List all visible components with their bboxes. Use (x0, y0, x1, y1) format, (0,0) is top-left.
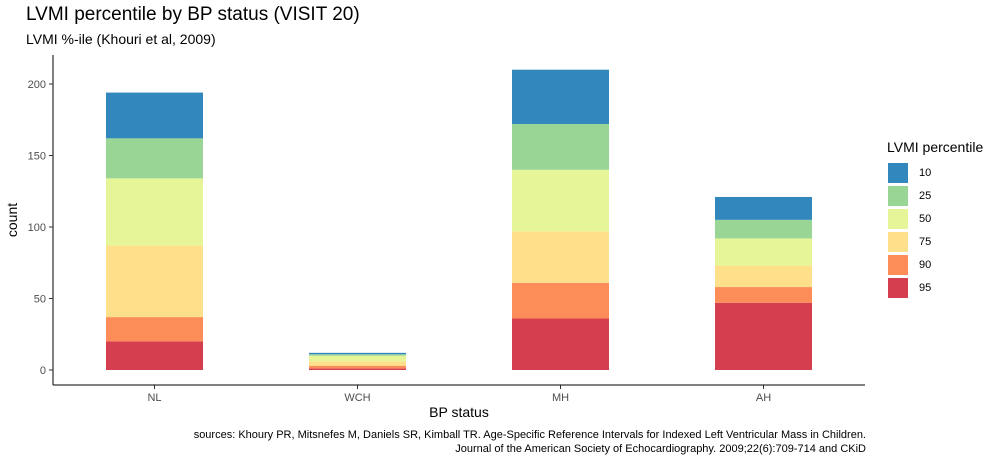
y-tick-label: 200 (28, 79, 46, 91)
bar-segment-wch-25 (309, 354, 406, 356)
legend-label: 50 (919, 212, 932, 225)
bar-segment-wch-90 (309, 365, 406, 369)
bar-segment-mh-95 (512, 318, 609, 370)
y-tick-label: 100 (28, 222, 46, 234)
bar-segment-wch-95 (309, 368, 406, 370)
legend-swatch (887, 161, 909, 184)
source-caption: sources: Khoury PR, Mitsnefes M, Daniels… (66, 428, 866, 456)
bar-layer (106, 69, 812, 370)
x-axis-title: BP status (429, 404, 489, 420)
x-tick-label: MH (552, 392, 569, 404)
caption-line-2: Journal of the American Society of Echoc… (455, 443, 866, 455)
legend-swatch (887, 276, 909, 299)
legend-item-95: 95 (887, 276, 983, 299)
bar-segment-nl-10 (106, 92, 203, 139)
bar-segment-nl-25 (106, 138, 203, 179)
chart-subtitle: LVMI %-ile (Khouri et al, 2009) (26, 31, 216, 47)
legend-label: 90 (919, 258, 932, 271)
bar-segment-mh-50 (512, 169, 609, 232)
legend-label: 10 (919, 166, 932, 179)
legend-item-75: 75 (887, 230, 983, 253)
caption-line-1: sources: Khoury PR, Mitsnefes M, Daniels… (193, 429, 866, 441)
bar-segment-ah-75 (715, 265, 812, 288)
bar-segment-ah-50 (715, 238, 812, 266)
bar-segment-nl-75 (106, 245, 203, 318)
legend: LVMI percentile 10 25 50 75 90 95 (887, 139, 983, 299)
bar-segment-mh-10 (512, 69, 609, 125)
y-tick-label: 50 (34, 294, 46, 306)
x-tick-label: NL (147, 392, 161, 404)
legend-item-90: 90 (887, 253, 983, 276)
y-axis-title: count (4, 203, 20, 237)
bar-segment-mh-90 (512, 282, 609, 319)
legend-swatch (887, 253, 909, 276)
legend-swatch (887, 184, 909, 207)
legend-label: 75 (919, 235, 932, 248)
legend-item-10: 10 (887, 161, 983, 184)
bar-segment-nl-50 (106, 178, 203, 246)
axes-layer: NL WCH MH AH 0 50 100 150 200 (28, 55, 865, 404)
y-tick-label: 0 (40, 365, 46, 377)
bar-segment-ah-90 (715, 287, 812, 303)
bar-segment-nl-95 (106, 341, 203, 370)
x-tick-label: AH (756, 392, 771, 404)
legend-items: 10 25 50 75 90 95 (887, 161, 983, 299)
bar-segment-ah-25 (715, 219, 812, 239)
bar-segment-mh-75 (512, 231, 609, 283)
bar-segment-wch-75 (309, 361, 406, 366)
bar-segment-wch-10 (309, 352, 406, 355)
legend-label: 25 (919, 189, 932, 202)
x-tick-label: WCH (344, 392, 370, 404)
bar-segment-ah-95 (715, 302, 812, 370)
bar-segment-mh-25 (512, 124, 609, 170)
legend-label: 95 (919, 281, 932, 294)
bar-segment-wch-50 (309, 355, 406, 362)
legend-item-50: 50 (887, 207, 983, 230)
legend-title: LVMI percentile (887, 139, 984, 155)
legend-swatch (887, 230, 909, 253)
y-tick-label: 150 (28, 151, 46, 163)
legend-item-25: 25 (887, 184, 983, 207)
bar-segment-nl-90 (106, 317, 203, 342)
bar-segment-ah-10 (715, 196, 812, 220)
chart-title: LVMI percentile by BP status (VISIT 20) (26, 4, 360, 25)
legend-swatch (887, 207, 909, 230)
